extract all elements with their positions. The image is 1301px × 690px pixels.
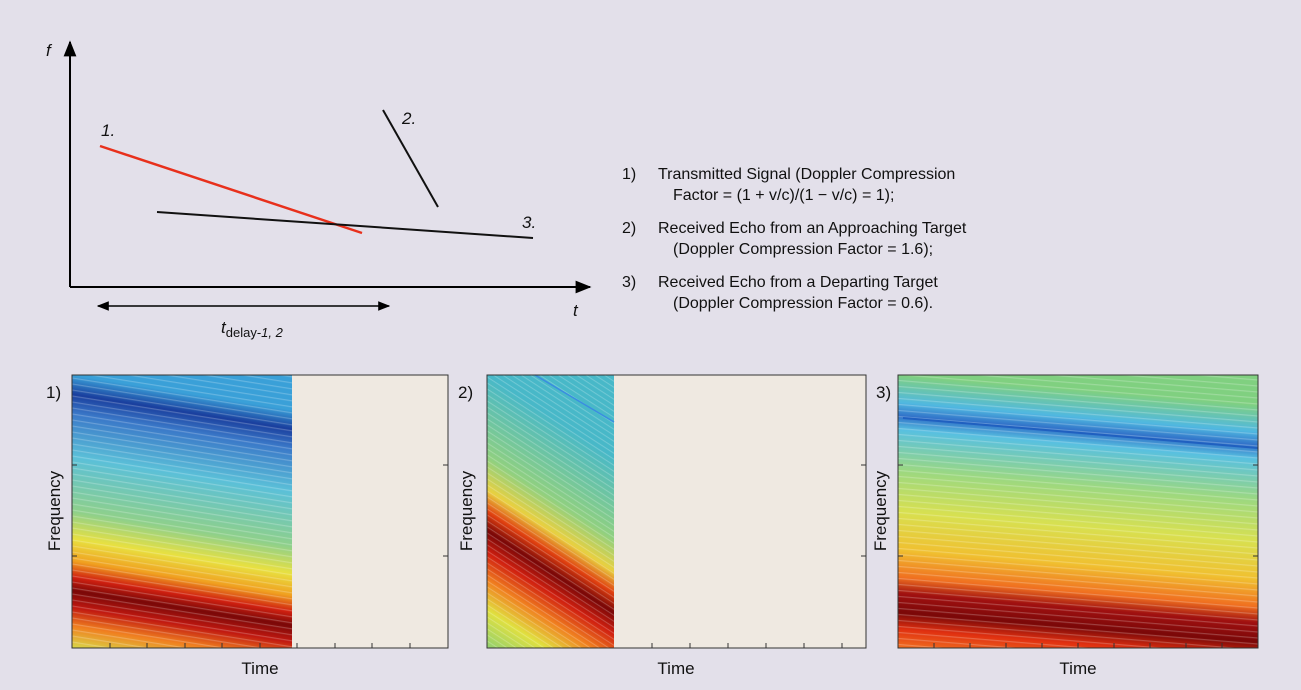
x-axis-label: Time [1059, 659, 1096, 678]
panel-label: 2) [458, 383, 473, 402]
panel-label: 3) [876, 383, 891, 402]
panel-label: 1) [46, 383, 61, 402]
spectrogram-panel: 3) Frequency Time [871, 374, 1259, 678]
line-label: 1. [101, 121, 115, 140]
x-axis-label: Time [657, 659, 694, 678]
panel-frame [486, 374, 867, 649]
legend-line: (Doppler Compression Factor = 1.6); [673, 241, 933, 258]
ticks [651, 464, 866, 648]
legend-line: (Doppler Compression Factor = 0.6). [673, 295, 933, 312]
line-label: 3. [522, 213, 536, 232]
spectrogram-panel: 1) Frequency Time [45, 374, 449, 678]
delay-label: tdelay-1, 2 [221, 318, 284, 340]
signal-line-3 [156, 211, 534, 239]
legend-line: Factor = (1 + v/c)/(1 − v/c) = 1); [673, 187, 894, 204]
legend: 1) Transmitted Signal (Doppler Compressi… [622, 166, 967, 312]
y-axis-label: Frequency [45, 470, 64, 551]
echo-trace [534, 374, 615, 423]
spectrogram-stripes [898, 375, 1258, 648]
legend-number: 1) [622, 166, 636, 183]
legend-line: Received Echo from an Approaching Target [658, 220, 967, 237]
y-axis-label: Frequency [871, 470, 890, 551]
legend-number: 3) [622, 274, 636, 291]
delay-sub: delay- [226, 325, 261, 340]
delay-sub-italic: 1, 2 [261, 325, 283, 340]
signal-line-2 [382, 109, 439, 208]
f-label: f [46, 41, 53, 60]
legend-line: Received Echo from a Departing Target [658, 274, 938, 291]
echo-trace [902, 417, 1259, 449]
legend-line: Transmitted Signal (Doppler Compression [658, 166, 955, 183]
spectrogram-stripes [487, 375, 614, 648]
signal-line-1 [99, 144, 363, 235]
y-axis-label: Frequency [457, 470, 476, 551]
spectrogram-panel: 2) Frequency Time [457, 374, 867, 678]
line-label: 2. [401, 109, 416, 128]
x-axis-label: Time [241, 659, 278, 678]
time-frequency-diagram: f t 1. 2. 3. tdelay-1, 2 [46, 40, 592, 340]
spectrogram-stripes [72, 375, 292, 648]
ticks [72, 464, 448, 648]
t-label: t [573, 301, 579, 320]
legend-number: 2) [622, 220, 636, 237]
delay-main: t [221, 318, 227, 337]
ticks [898, 464, 1258, 648]
